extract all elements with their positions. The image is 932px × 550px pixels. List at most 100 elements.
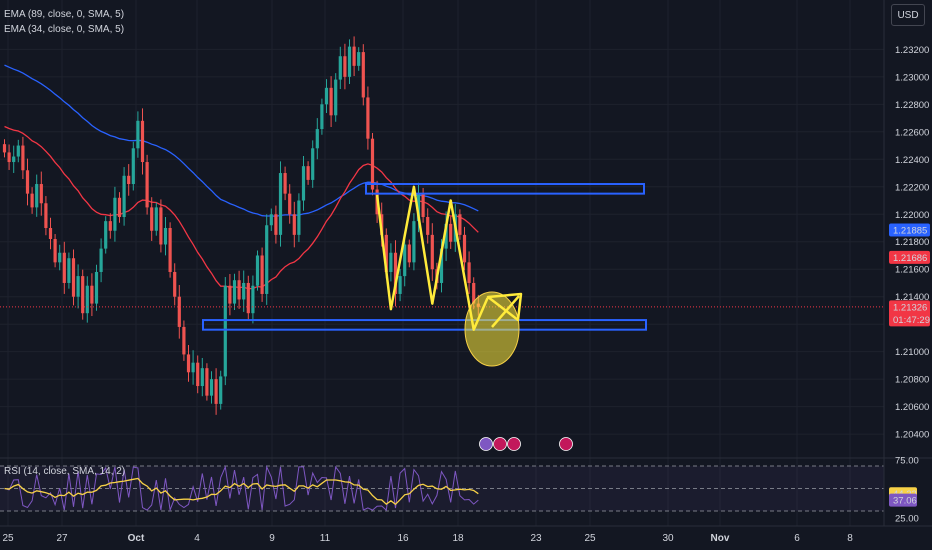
price-badge[interactable] [889, 250, 930, 264]
candles[interactable] [2, 36, 480, 415]
candle-body[interactable] [16, 145, 20, 157]
candle-body[interactable] [140, 120, 145, 163]
candle-body[interactable] [154, 207, 158, 231]
candle-body[interactable] [117, 197, 122, 218]
flag-uk-icon[interactable] [507, 437, 521, 451]
flag-uk-icon[interactable] [559, 437, 573, 451]
candle-body[interactable] [237, 280, 241, 300]
candle-body[interactable] [334, 79, 338, 116]
candle-body[interactable] [301, 166, 306, 201]
candle-body[interactable] [338, 56, 342, 80]
candle-body[interactable] [62, 252, 66, 283]
candle-body[interactable] [150, 207, 154, 231]
candle-body[interactable] [315, 129, 319, 149]
event-markers[interactable] [479, 437, 573, 451]
candle-body[interactable] [127, 175, 131, 185]
candle-body[interactable] [393, 252, 398, 294]
support-zone-box[interactable] [202, 319, 647, 331]
candle-body[interactable] [58, 252, 62, 263]
candle-body[interactable] [39, 184, 43, 204]
candle-body[interactable] [53, 238, 57, 263]
candle-body[interactable] [113, 197, 117, 231]
candle-body[interactable] [389, 252, 393, 272]
candle-body[interactable] [343, 56, 347, 77]
candle-body[interactable] [403, 244, 407, 277]
candle-body[interactable] [251, 285, 255, 314]
candle-body[interactable] [48, 228, 53, 239]
candle-body[interactable] [108, 221, 112, 231]
candle-body[interactable] [191, 362, 195, 373]
candle-body[interactable] [94, 271, 99, 304]
candle-body[interactable] [449, 223, 453, 242]
candle-body[interactable] [219, 376, 223, 404]
candle-body[interactable] [21, 145, 25, 171]
candle-body[interactable] [283, 173, 287, 194]
candle-body[interactable] [255, 255, 260, 286]
candle-body[interactable] [232, 280, 237, 304]
candle-body[interactable] [384, 234, 388, 272]
candle-body[interactable] [131, 148, 135, 185]
candle-body[interactable] [71, 258, 76, 297]
legend-ema89[interactable]: EMA (89, close, 0, SMA, 5) [4, 9, 124, 20]
time-axis[interactable]: 25 27 Oct 4 9 11 16 18 23 25 30 Nov 6 8 [2, 533, 853, 544]
candle-body[interactable] [246, 282, 250, 314]
candle-body[interactable] [462, 234, 467, 263]
candle-body[interactable] [421, 193, 425, 218]
zigzag-path[interactable] [375, 185, 489, 331]
flag-uk-icon[interactable] [493, 437, 507, 451]
candle-body[interactable] [85, 285, 89, 314]
currency-button[interactable]: USD [891, 4, 925, 26]
flash-icon[interactable] [479, 437, 493, 451]
legend-rsi[interactable]: RSI (14, close, SMA, 14, 2) [4, 466, 125, 477]
candle-body[interactable] [136, 120, 140, 149]
projection-arrow-head[interactable] [486, 292, 523, 322]
candle-body[interactable] [444, 223, 448, 249]
candle-body[interactable] [347, 46, 352, 77]
candle-body[interactable] [182, 326, 186, 355]
candle-body[interactable] [324, 87, 329, 105]
price-badge[interactable] [889, 223, 930, 237]
candle-body[interactable] [214, 379, 218, 404]
price-badge[interactable] [889, 300, 930, 327]
candle-body[interactable] [370, 138, 375, 190]
candle-body[interactable] [186, 354, 191, 373]
candle-body[interactable] [398, 276, 402, 294]
candle-body[interactable] [99, 248, 103, 272]
candle-body[interactable] [265, 225, 269, 294]
candle-body[interactable] [297, 200, 301, 235]
candle-body[interactable] [407, 244, 411, 263]
resistance-zone-box[interactable] [365, 183, 645, 195]
candle-body[interactable] [209, 379, 214, 396]
candle-body[interactable] [260, 255, 264, 294]
candle-body[interactable] [278, 173, 283, 235]
candle-body[interactable] [81, 276, 85, 314]
candle-body[interactable] [292, 214, 296, 235]
candle-body[interactable] [200, 368, 204, 387]
candle-body[interactable] [122, 175, 126, 218]
candle-body[interactable] [44, 203, 48, 228]
candle-body[interactable] [163, 228, 168, 245]
candle-body[interactable] [90, 285, 94, 304]
candle-body[interactable] [439, 248, 444, 283]
candle-body[interactable] [12, 156, 16, 163]
candle-body[interactable] [35, 184, 39, 208]
candle-body[interactable] [205, 368, 209, 396]
candle-body[interactable] [177, 296, 181, 327]
candle-body[interactable] [320, 104, 324, 130]
candle-body[interactable] [196, 362, 200, 387]
candle-body[interactable] [30, 193, 34, 208]
rsi-badge[interactable] [889, 493, 917, 507]
candle-body[interactable] [361, 52, 365, 98]
candle-body[interactable] [329, 87, 333, 116]
candle-body[interactable] [288, 193, 292, 215]
candle-body[interactable] [223, 285, 227, 377]
candle-body[interactable] [104, 221, 108, 249]
candle-body[interactable] [412, 221, 416, 263]
candle-body[interactable] [467, 262, 471, 283]
candle-body[interactable] [67, 258, 71, 283]
candle-body[interactable] [242, 282, 246, 300]
candle-body[interactable] [416, 193, 421, 222]
price-scale[interactable]: 1.23200 1.23000 1.22800 1.22600 1.22400 1.222… [883, 0, 930, 526]
candle-body[interactable] [159, 207, 163, 245]
